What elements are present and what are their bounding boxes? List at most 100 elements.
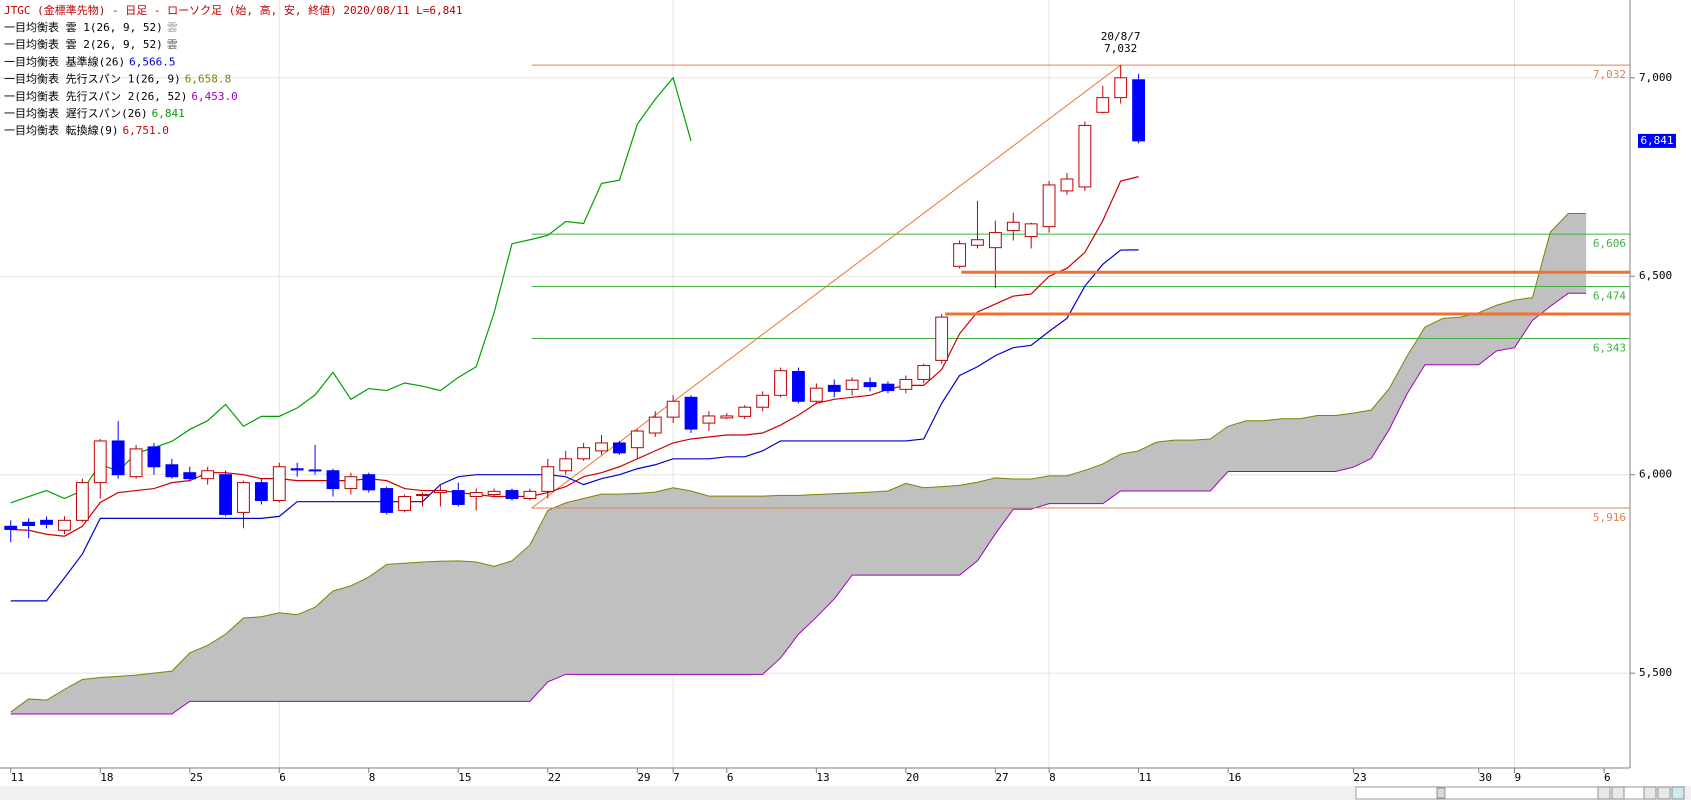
candle-body xyxy=(58,519,71,531)
candle-body xyxy=(416,494,429,497)
candle-body xyxy=(613,442,626,454)
candle-body xyxy=(398,496,411,511)
candle-body xyxy=(183,472,197,480)
legend: JTGC (金標準先物) - 日足 - ローソク足 (始, 高, 安, 終値) … xyxy=(4,3,463,137)
candle-body xyxy=(254,482,268,501)
cloud-layer xyxy=(10,213,1587,715)
legend-entry: 一目均衡表 転換線(9) 6,751.0 xyxy=(4,123,169,137)
x-tick-label: 11 xyxy=(11,771,24,784)
span1-line xyxy=(10,213,1587,713)
trend-line xyxy=(531,64,1121,509)
scrollbar[interactable] xyxy=(0,786,1691,800)
candle-body xyxy=(720,415,734,419)
y-tick-label: 6,000 xyxy=(1639,468,1672,481)
legend-label: 一目均衡表 転換線(9) xyxy=(4,123,119,137)
candle-body xyxy=(165,464,179,478)
level-label: 5,916 xyxy=(1593,511,1626,524)
x-tick-label: 9 xyxy=(1515,771,1522,784)
candle-body xyxy=(1042,184,1056,228)
zoom-button[interactable] xyxy=(1671,786,1685,800)
candle-body xyxy=(881,383,895,392)
candle-body xyxy=(505,490,519,500)
x-tick-label: 23 xyxy=(1353,771,1366,784)
x-tick-label: 8 xyxy=(1049,771,1056,784)
legend-entry: 一目均衡表 基準線(26) 6,566.5 xyxy=(4,54,175,68)
legend-value: 雲 xyxy=(167,21,178,34)
legend-value: 6,453.0 xyxy=(191,90,237,103)
candle-body xyxy=(1096,97,1110,113)
y-tick-label: 7,000 xyxy=(1639,71,1672,84)
candle-body xyxy=(899,378,913,390)
scrollbar-track xyxy=(0,786,1691,800)
level-label: 6,343 xyxy=(1593,342,1626,355)
candle-body xyxy=(129,448,143,478)
level-label: 6,606 xyxy=(1593,237,1626,250)
candle-body xyxy=(272,466,286,501)
levels-layer: 7,032 6,606 6,474 6,343 5,916 xyxy=(531,64,1630,524)
candle-body xyxy=(362,474,376,491)
candle-body xyxy=(630,430,644,449)
scroll-button[interactable] xyxy=(1597,786,1611,800)
candle-body xyxy=(559,458,573,472)
legend-label: 一目均衡表 基準線(26) xyxy=(4,54,125,68)
x-tick-label: 27 xyxy=(995,771,1008,784)
indicator-line xyxy=(10,176,1139,537)
x-tick-label: 20 xyxy=(906,771,919,784)
x-tick-label: 6 xyxy=(1604,771,1611,784)
y-tick-label: 6,500 xyxy=(1639,269,1672,282)
x-tick-label: 15 xyxy=(458,771,471,784)
level-label: 7,032 xyxy=(1593,68,1626,81)
candle-body xyxy=(147,446,161,468)
scroll-button[interactable] xyxy=(1611,786,1625,800)
legend-label: 一目均衡表 雲 2(26, 9, 52) xyxy=(4,37,163,51)
candle-body xyxy=(487,490,501,496)
last-price-label: 6,841 xyxy=(1640,134,1673,147)
legend-entry: 一目均衡表 先行スパン 2(26, 52) 6,453.0 xyxy=(4,89,238,103)
candle-body xyxy=(344,476,358,490)
candle-body xyxy=(953,243,966,267)
legend-entry: 一目均衡表 先行スパン 1(26, 9) 6,658.8 xyxy=(4,72,231,86)
candle-body xyxy=(451,490,465,505)
y-tick-label: 5,500 xyxy=(1639,666,1672,679)
zoom-button[interactable] xyxy=(1657,786,1671,800)
x-tick-label: 22 xyxy=(548,771,561,784)
candle-body xyxy=(774,370,787,396)
candle-body xyxy=(111,440,125,476)
legend-value: 6,658.8 xyxy=(185,73,231,86)
candle-body xyxy=(22,521,36,526)
candle-body xyxy=(1078,124,1092,188)
candle-body xyxy=(827,384,841,392)
candle-body xyxy=(988,232,1002,249)
zoom-button[interactable] xyxy=(1643,786,1657,800)
last-price-box xyxy=(1638,133,1676,148)
x-tick-label: 30 xyxy=(1479,771,1492,784)
annotation: 7,032 xyxy=(1104,42,1137,55)
candle-body xyxy=(380,488,394,513)
candle-body xyxy=(845,379,859,390)
legend-label: 一目均衡表 遅行スパン(26) xyxy=(4,106,148,120)
x-tick-label: 18 xyxy=(100,771,113,784)
candles-layer xyxy=(4,65,1145,543)
legend-value: 6,566.5 xyxy=(129,55,175,68)
candle-body xyxy=(684,396,698,430)
candle-body xyxy=(40,519,53,525)
x-tick-label: 16 xyxy=(1228,771,1241,784)
x-tick-label: 8 xyxy=(369,771,376,784)
scrollbar-grip[interactable] xyxy=(1436,787,1446,799)
candle-body xyxy=(541,466,555,492)
legend-entry: 一目均衡表 雲 2(26, 9, 52) 雲 xyxy=(4,37,178,51)
x-tick-label: 13 xyxy=(816,771,829,784)
candle-body xyxy=(1114,77,1128,99)
candle-body xyxy=(702,415,716,424)
level-label: 6,474 xyxy=(1593,290,1626,303)
legend-label: 一目均衡表 先行スパン 2(26, 52) xyxy=(4,89,187,103)
x-tick-label: 25 xyxy=(190,771,203,784)
candle-body xyxy=(290,468,304,471)
candle-body xyxy=(523,490,537,500)
candle-body xyxy=(219,474,232,515)
candle-body xyxy=(469,492,483,498)
x-tick-label: 6 xyxy=(727,771,734,784)
candle-body xyxy=(971,239,984,246)
annotation: 20/8/7 xyxy=(1101,30,1141,43)
